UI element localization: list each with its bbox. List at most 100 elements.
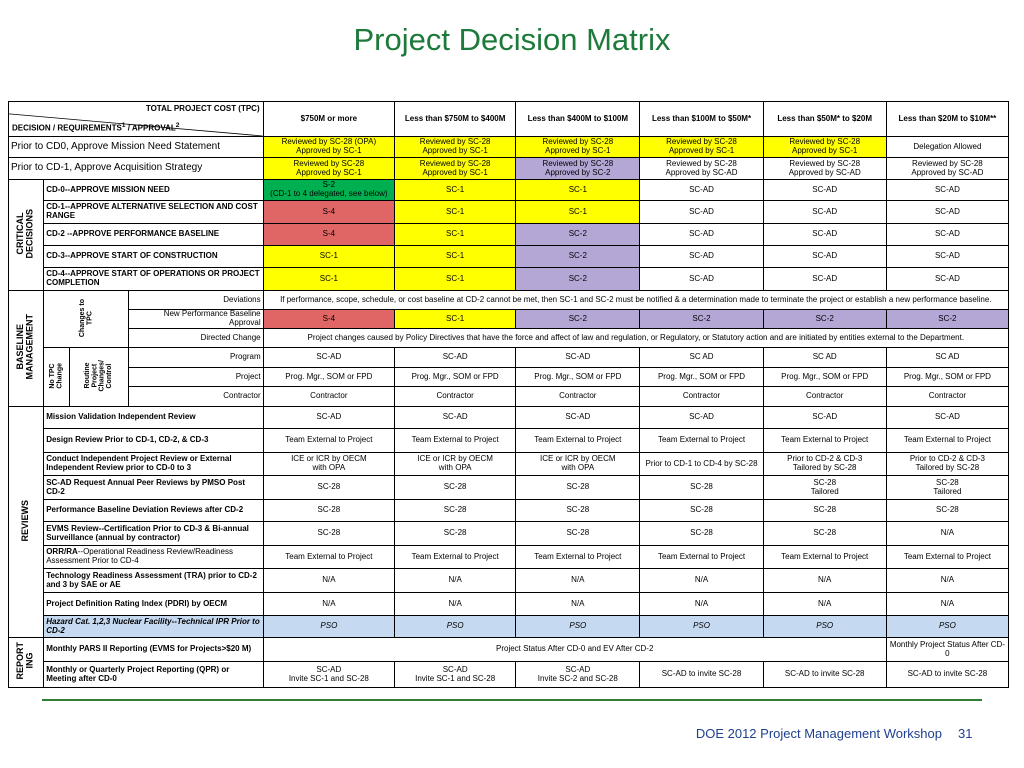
- table-cell: Prog. Mgr., SOM or FPD: [762, 367, 887, 387]
- row-label: Technology Readiness Assessment (TRA) pr…: [43, 568, 264, 593]
- decision-header: DECISION / REQUIREMENTS1 / APPROVAL2: [12, 121, 180, 133]
- table-cell: SC-28: [394, 521, 517, 546]
- table-cell: SC-1: [262, 245, 396, 268]
- table-cell: N/A: [762, 592, 887, 616]
- section-baseline-management: BASELINE MANAGEMENT: [7, 290, 45, 407]
- table-cell: Prog. Mgr., SOM or FPD: [885, 367, 1010, 387]
- table-cell: Contractor: [885, 386, 1010, 407]
- row-label: CD-4--APPROVE START OF OPERATIONS OR PRO…: [43, 267, 264, 291]
- table-cell: SC-AD: [885, 223, 1010, 246]
- table-cell: SC-28: [262, 499, 396, 522]
- table-row: Conduct Independent Project Review or Ex…: [9, 452, 1010, 476]
- col-header-4: Less than $100M to $50M*: [639, 101, 764, 137]
- table-cell: N/A: [262, 592, 396, 616]
- table-cell: SC-28: [639, 475, 764, 500]
- table-row: BASELINE MANAGEMENT Changes to TPC Deviati…: [7, 290, 1010, 407]
- row-label: Conduct Independent Project Review or Ex…: [43, 452, 264, 476]
- table-cell: SC-AD to invite SC-28: [885, 661, 1010, 688]
- table-cell: SC AD: [639, 347, 764, 368]
- table-row: Contractor Contractor Contractor Contrac…: [9, 386, 1010, 407]
- table-cell: Contractor: [762, 386, 887, 407]
- table-cell: ICE or ICR by OECM with OPA: [394, 452, 517, 476]
- table-cell: SC-1: [262, 267, 396, 291]
- table-row: REVIEWS Mission Validation Independent R…: [7, 406, 1010, 638]
- row-label: CD-1--APPROVE ALTERNATIVE SELECTION AND …: [43, 200, 264, 224]
- table-cell: SC-AD: [262, 347, 396, 368]
- table-cell: Team External to Project: [639, 428, 764, 453]
- table-cell: PSO: [515, 615, 641, 638]
- table-cell: N/A: [515, 592, 641, 616]
- col-header-5: Less than $50M* to $20M: [762, 101, 887, 137]
- table-cell: SC-1: [515, 200, 641, 224]
- table-cell: SC-AD Invite SC-2 and SC-28: [515, 661, 641, 688]
- table-cell: Team External to Project: [262, 428, 396, 453]
- table-row: SC-AD Request Annual Peer Reviews by PMS…: [9, 475, 1010, 500]
- table-cell: Prog. Mgr., SOM or FPD: [394, 367, 517, 387]
- header-row: TOTAL PROJECT COST (TPC) DECISION / REQU…: [8, 101, 1010, 137]
- table-cell: SC-AD: [762, 267, 887, 291]
- table-cell: Team External to Project: [762, 545, 887, 569]
- table-row: CD-4--APPROVE START OF OPERATIONS OR PRO…: [9, 267, 1010, 291]
- routine-project-changes-label: Routine Project Changes/Control: [69, 347, 130, 407]
- table-cell: N/A: [262, 568, 396, 593]
- table-cell: Contractor: [639, 386, 764, 407]
- table-cell: PSO: [262, 615, 396, 638]
- table-cell: SC-28: [515, 521, 641, 546]
- page-number: 31: [958, 726, 973, 741]
- table-cell: SC AD: [762, 347, 887, 368]
- table-cell: Reviewed by SC-28 Approved by SC-1: [639, 136, 764, 158]
- table-cell: PSO: [885, 615, 1010, 638]
- table-cell: Reviewed by SC-28 Approved by SC-1: [394, 157, 517, 180]
- table-cell: SC-AD: [762, 179, 887, 201]
- table-cell: PSO: [762, 615, 887, 638]
- table-cell: SC-2: [762, 309, 887, 329]
- table-cell: SC-AD: [885, 267, 1010, 291]
- table-row: ORR/RA--Operational Readiness Review/Rea…: [9, 545, 1010, 569]
- row-label: Prior to CD-1, Approve Acquisition Strat…: [8, 157, 264, 180]
- table-row: Directed Change Project changes caused b…: [9, 328, 1010, 348]
- table-cell: S-4: [262, 223, 396, 246]
- table-cell: SC-AD to invite SC-28: [762, 661, 887, 688]
- table-cell: Reviewed by SC-28 Approved by SC-AD: [885, 157, 1010, 180]
- row-label: ORR/RA--Operational Readiness Review/Rea…: [43, 545, 264, 569]
- diagonal-divider: [9, 102, 263, 136]
- table-row: CD-3--APPROVE START OF CONSTRUCTION SC-1…: [9, 245, 1010, 268]
- row-label: CD-0--APPROVE MISSION NEED: [43, 179, 264, 201]
- table-cell: Team External to Project: [515, 545, 641, 569]
- row-label: Monthly or Quarterly Project Reporting (…: [43, 661, 264, 688]
- table-cell: SC-AD: [639, 223, 764, 246]
- table-cell: Prior to CD-2 & CD-3 Tailored by SC-28: [762, 452, 887, 476]
- table-cell: S-4: [262, 309, 396, 329]
- table-cell: N/A: [515, 568, 641, 593]
- no-tpc-change-label: No TPC Change: [43, 347, 71, 407]
- table-cell: Prior to CD-2 & CD-3 Tailored by SC-28: [885, 452, 1010, 476]
- table-cell: SC-28: [262, 521, 396, 546]
- table-cell: SC-28: [262, 475, 396, 500]
- table-cell: SC-28: [885, 499, 1010, 522]
- table-cell: SC-AD: [885, 245, 1010, 268]
- table-cell: Team External to Project: [639, 545, 764, 569]
- table-cell: SC-28: [515, 499, 641, 522]
- table-cell: SC-AD: [885, 406, 1010, 429]
- section-reviews: REVIEWS: [7, 406, 45, 638]
- table-cell: N/A: [885, 592, 1010, 616]
- table-cell: Reviewed by SC-28 Approved by SC-2: [515, 157, 641, 180]
- table-cell: SC-AD: [762, 245, 887, 268]
- deviations-text: If performance, scope, schedule, or cost…: [262, 290, 1010, 310]
- table-cell: Reviewed by SC-28 Approved by SC-1: [262, 157, 396, 180]
- table-cell: SC-2: [515, 309, 641, 329]
- table-cell: Team External to Project: [885, 428, 1010, 453]
- row-label: Mission Validation Independent Review: [43, 406, 264, 429]
- directed-change-text: Project changes caused by Policy Directi…: [262, 328, 1010, 348]
- table-cell: Delegation Allowed: [885, 136, 1010, 158]
- row-label: Project Definition Rating Index (PDRI) b…: [43, 592, 264, 616]
- row-label: Performance Baseline Deviation Reviews a…: [43, 499, 264, 522]
- table-cell: SC-AD: [885, 200, 1010, 224]
- table-cell: N/A: [639, 568, 764, 593]
- table-cell: PSO: [639, 615, 764, 638]
- table-cell: SC-28 Tailored: [762, 475, 887, 500]
- table-row: CRITICAL DECISIONS CD-0--APPROVE MISSION …: [7, 179, 1010, 291]
- table-cell: SC-2: [639, 309, 764, 329]
- row-label: Program: [128, 347, 264, 368]
- table-cell: Reviewed by SC-28 Approved by SC-1: [762, 136, 887, 158]
